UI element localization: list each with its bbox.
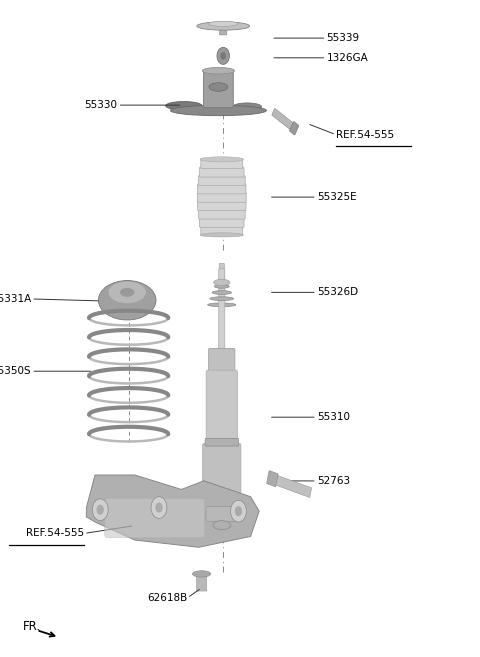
Ellipse shape [213, 520, 230, 530]
FancyBboxPatch shape [289, 122, 299, 135]
FancyBboxPatch shape [274, 475, 312, 497]
Circle shape [155, 503, 163, 512]
FancyBboxPatch shape [196, 572, 207, 591]
FancyBboxPatch shape [267, 470, 278, 487]
Circle shape [230, 501, 246, 522]
FancyBboxPatch shape [205, 438, 239, 446]
FancyBboxPatch shape [219, 263, 224, 285]
Ellipse shape [197, 22, 250, 30]
FancyBboxPatch shape [206, 370, 238, 441]
Ellipse shape [192, 571, 211, 577]
Text: 55326D: 55326D [317, 287, 358, 298]
Circle shape [151, 497, 167, 518]
Ellipse shape [208, 303, 236, 307]
FancyBboxPatch shape [198, 175, 245, 185]
FancyBboxPatch shape [105, 499, 204, 537]
Text: 55325E: 55325E [317, 192, 357, 202]
FancyBboxPatch shape [200, 217, 244, 227]
FancyBboxPatch shape [219, 24, 227, 35]
Ellipse shape [209, 21, 238, 26]
Text: 55310: 55310 [317, 412, 350, 422]
FancyBboxPatch shape [209, 348, 235, 373]
Circle shape [92, 499, 108, 520]
Text: 55330: 55330 [84, 100, 118, 110]
FancyBboxPatch shape [201, 226, 243, 236]
FancyBboxPatch shape [272, 108, 295, 131]
Ellipse shape [166, 101, 202, 110]
Polygon shape [86, 475, 259, 547]
Ellipse shape [98, 281, 156, 320]
Ellipse shape [170, 105, 266, 116]
Ellipse shape [202, 68, 235, 74]
Ellipse shape [233, 103, 262, 110]
Text: 52763: 52763 [317, 476, 350, 486]
FancyBboxPatch shape [203, 443, 241, 510]
Text: REF.54-555: REF.54-555 [26, 528, 84, 539]
FancyBboxPatch shape [198, 209, 245, 219]
Ellipse shape [108, 281, 146, 304]
Ellipse shape [212, 290, 231, 294]
Ellipse shape [200, 157, 243, 162]
Circle shape [220, 52, 226, 60]
FancyBboxPatch shape [200, 167, 244, 177]
Text: 55350S: 55350S [0, 366, 31, 376]
Ellipse shape [120, 288, 134, 297]
Text: 1326GA: 1326GA [326, 53, 368, 63]
Circle shape [235, 506, 242, 516]
Text: 55331A: 55331A [0, 294, 31, 304]
Ellipse shape [210, 297, 234, 300]
Ellipse shape [214, 279, 230, 286]
FancyBboxPatch shape [198, 184, 246, 194]
Ellipse shape [200, 233, 243, 237]
FancyBboxPatch shape [219, 269, 225, 350]
FancyBboxPatch shape [204, 70, 233, 108]
Text: 62618B: 62618B [147, 593, 187, 603]
FancyBboxPatch shape [206, 507, 238, 522]
Text: REF.54-555: REF.54-555 [336, 129, 394, 140]
FancyBboxPatch shape [197, 193, 246, 202]
Circle shape [96, 505, 104, 515]
Circle shape [217, 47, 229, 64]
Text: 55339: 55339 [326, 33, 360, 43]
Ellipse shape [209, 83, 228, 91]
Ellipse shape [215, 284, 229, 288]
FancyBboxPatch shape [198, 200, 246, 211]
Text: FR.: FR. [23, 620, 41, 633]
FancyBboxPatch shape [201, 159, 243, 169]
